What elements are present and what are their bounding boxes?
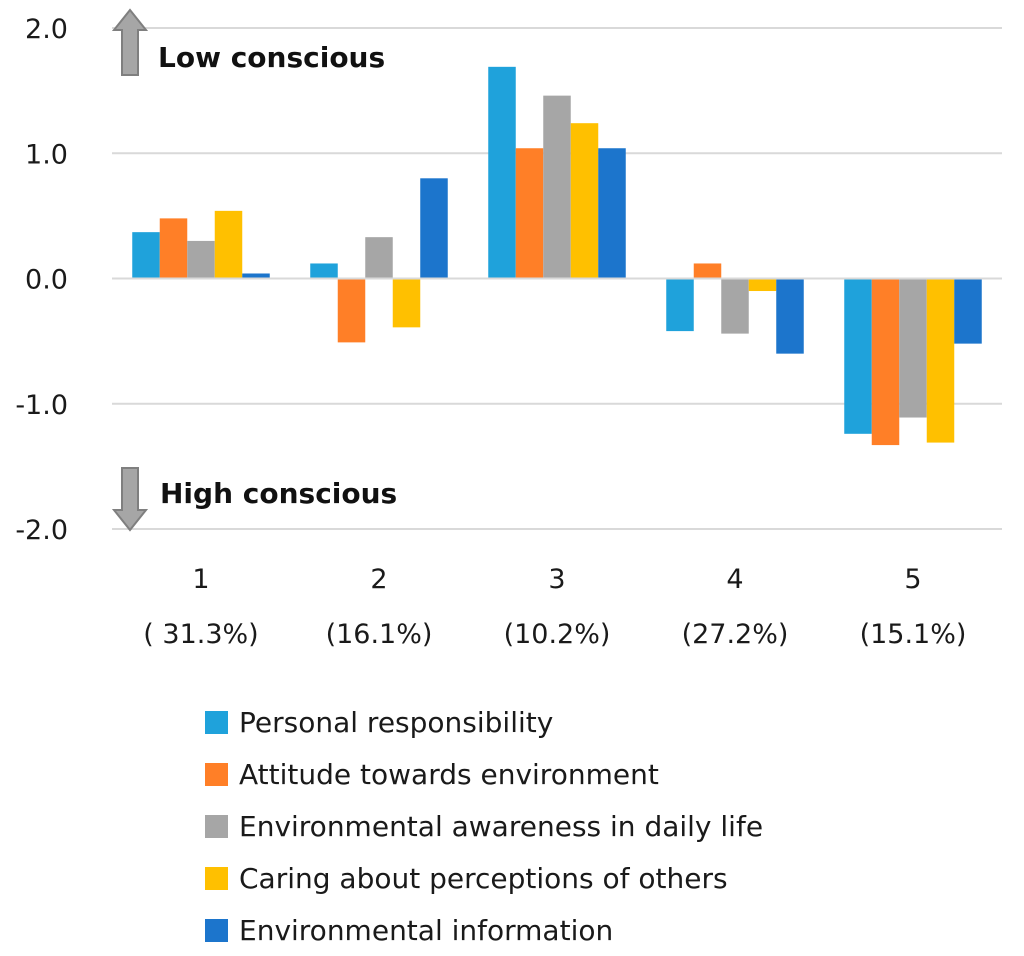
bar	[776, 278, 804, 354]
legend-label: Environmental awareness in daily life	[239, 810, 763, 843]
x-tick-label: 5	[904, 564, 921, 595]
bar	[337, 278, 366, 343]
bar	[926, 278, 955, 443]
y-tick-label: 2.0	[25, 14, 68, 45]
legend: Personal responsibility Attitude towards …	[205, 706, 763, 947]
x-tick-share-label: (10.2%)	[504, 619, 611, 650]
legend-swatch	[205, 711, 228, 734]
annotation-high-conscious: High conscious	[160, 477, 397, 510]
bar	[543, 95, 571, 279]
legend-swatch	[205, 919, 228, 942]
bar	[598, 148, 626, 279]
legend-label: Attitude towards environment	[239, 758, 659, 791]
bar	[187, 240, 215, 279]
bar	[420, 178, 448, 279]
x-tick-label: 2	[370, 564, 387, 595]
legend-label: Environmental information	[239, 914, 613, 947]
annotations: Low conscious High conscious	[111, 8, 397, 532]
bar	[488, 66, 516, 279]
annotation-low-conscious: Low conscious	[158, 41, 385, 74]
y-tick-label: 1.0	[25, 139, 68, 170]
arrow-up-icon	[111, 8, 149, 76]
x-tick-share-label: (15.1%)	[860, 619, 967, 650]
bar	[132, 232, 160, 279]
legend-swatch	[205, 815, 228, 838]
bar	[159, 218, 188, 279]
bar	[693, 263, 722, 279]
bar	[515, 148, 544, 279]
bar	[954, 278, 982, 344]
bar	[242, 273, 270, 279]
x-tick-label: 3	[548, 564, 565, 595]
bar	[392, 278, 421, 328]
x-tick-share-label: ( 31.3%)	[143, 619, 258, 650]
x-tick-label: 1	[192, 564, 209, 595]
x-tick-share-label: (16.1%)	[326, 619, 433, 650]
x-axis-category-labels: 1 ( 31.3%) 2 (16.1%) 3 (10.2%) 4 (27.2%) 5 (15.1%…	[143, 564, 966, 650]
bar	[721, 278, 749, 334]
legend-swatch	[205, 867, 228, 890]
x-tick-label: 4	[726, 564, 743, 595]
y-tick-label: 0.0	[25, 265, 68, 296]
y-axis-tick-labels: 2.0 1.0 0.0 -1.0 -2.0	[15, 14, 68, 546]
bar	[871, 278, 900, 446]
bar	[666, 278, 694, 332]
bar	[310, 263, 338, 279]
x-tick-share-label: (27.2%)	[682, 619, 789, 650]
y-tick-label: -1.0	[15, 390, 68, 421]
bar	[570, 123, 599, 279]
arrow-down-icon	[111, 467, 149, 532]
bars	[132, 66, 982, 446]
bar	[899, 278, 927, 418]
gridlines	[112, 27, 1002, 530]
bar	[748, 278, 777, 292]
legend-swatch	[205, 763, 228, 786]
bar	[844, 278, 872, 434]
bar	[214, 210, 243, 279]
y-tick-label: -2.0	[15, 515, 68, 546]
bar	[365, 237, 393, 279]
legend-label: Caring about perceptions of others	[239, 862, 728, 895]
legend-label: Personal responsibility	[239, 706, 553, 739]
